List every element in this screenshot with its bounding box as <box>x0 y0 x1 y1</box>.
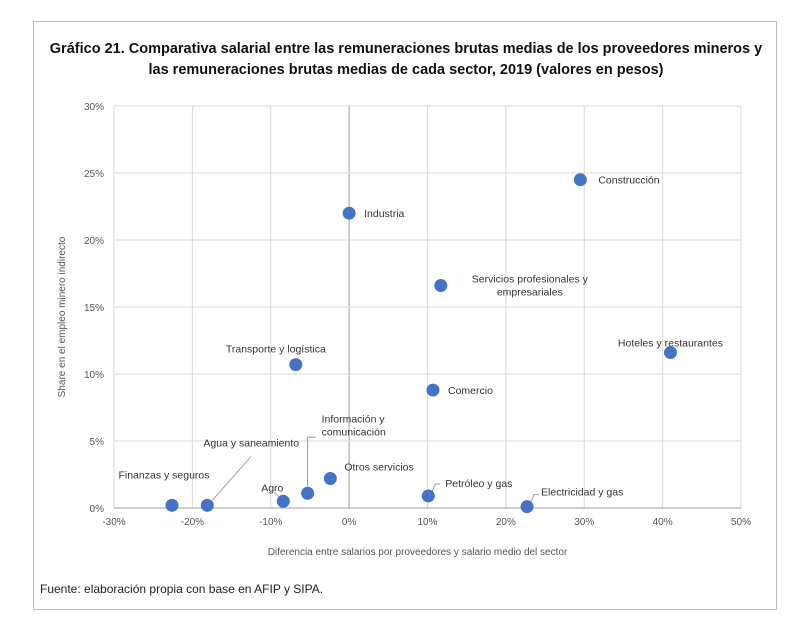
chart-title-line-1: Gráfico 21. Comparativa salarial entre l… <box>49 41 763 57</box>
y-tick-label: 5% <box>90 437 105 448</box>
data-point-finanzas-y-seguros <box>165 498 179 512</box>
x-tick-label: 40% <box>653 517 673 528</box>
x-tick-label: 20% <box>496 517 516 528</box>
y-tick-label: 0% <box>90 504 105 515</box>
leader-line <box>273 491 280 498</box>
point-label-servicios-profesionales-y-empresariales: Servicios profesionales y empresariales <box>472 274 589 299</box>
data-point-informacion-y-comunicacion <box>301 486 315 500</box>
point-label-otros-servicios: Otros servicios <box>344 462 413 474</box>
x-tick-label: 30% <box>574 517 594 528</box>
point-label-line: Servicios profesionales y <box>472 274 589 286</box>
y-axis-title: Share en el empleo minero indirecto <box>57 236 68 397</box>
x-tick-label: 10% <box>417 517 437 528</box>
point-label-informacion-y-comunicacion: Información y comunicación <box>322 413 386 438</box>
leader-line <box>211 455 252 501</box>
chart-title: Gráfico 21. Comparativa salarial entre l… <box>34 39 778 81</box>
leader-line <box>431 483 441 492</box>
data-point-transporte-y-logistica <box>289 358 303 372</box>
source-note: Fuente: elaboración propia con base en A… <box>40 582 324 596</box>
point-label-hoteles-y-restaurantes: Hoteles y restaurantes <box>618 338 723 350</box>
point-label-line: comunicación <box>322 426 386 438</box>
x-tick-label: 0% <box>342 517 357 528</box>
y-tick-label: 10% <box>84 370 104 381</box>
point-label-line: Información y <box>322 413 386 425</box>
chart-title-line-2: las remuneraciones brutas medias de cada… <box>148 62 664 78</box>
point-label-line: empresariales <box>497 287 563 299</box>
data-point-comercio <box>426 383 440 397</box>
data-point-industria <box>342 206 356 220</box>
point-label-finanzas-y-seguros: Finanzas y seguros <box>118 469 209 481</box>
point-label-transporte-y-logistica: Transporte y logística <box>226 344 326 356</box>
x-tick-label: -30% <box>102 517 125 528</box>
y-tick-label: 30% <box>84 102 104 113</box>
x-tick-label: 50% <box>731 517 751 528</box>
leader-line <box>307 436 316 487</box>
y-tick-label: 25% <box>84 169 104 180</box>
data-point-construccion <box>573 173 587 187</box>
leader-line <box>530 494 540 502</box>
data-point-hoteles-y-restaurantes <box>663 346 677 360</box>
point-label-construccion: Construcción <box>598 175 659 187</box>
scatter-chart: -30% -20% -10% 0% 10% 20% 30% 40% 50% 0% 5% 10% 15% 2… <box>57 102 751 558</box>
point-label-agro: Agro <box>261 482 283 494</box>
x-axis-title: Diferencia entre salarios por proveedore… <box>268 547 568 558</box>
point-label-petroleo-y-gas: Petróleo y gas <box>445 478 512 490</box>
x-tick-label: -20% <box>181 517 204 528</box>
point-label-electricidad-y-gas: Electricidad y gas <box>541 487 623 499</box>
data-point-electricidad-y-gas <box>520 500 534 514</box>
data-point-otros-servicios <box>323 472 337 486</box>
data-point-servicios-profesionales-y-empresariales <box>434 279 448 293</box>
y-tick-label: 15% <box>84 303 104 314</box>
data-point-agua-y-saneamiento <box>200 498 214 512</box>
chart-frame: Gráfico 21. Comparativa salarial entre l… <box>33 21 777 610</box>
point-label-agua-y-saneamiento: Agua y saneamiento <box>203 437 299 449</box>
data-point-petroleo-y-gas <box>421 489 435 503</box>
point-label-industria: Industria <box>364 208 404 220</box>
point-label-comercio: Comercio <box>448 385 493 397</box>
data-point-agro <box>276 494 290 508</box>
y-tick-label: 20% <box>84 236 104 247</box>
x-tick-label: -10% <box>259 517 282 528</box>
